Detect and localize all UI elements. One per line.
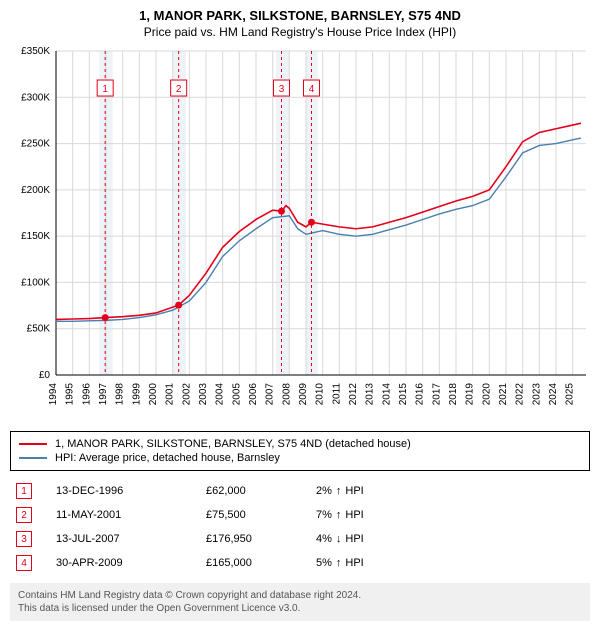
svg-text:1998: 1998 [115, 383, 126, 406]
svg-text:2009: 2009 [298, 383, 309, 406]
svg-text:1994: 1994 [48, 383, 59, 406]
svg-text:2012: 2012 [348, 383, 359, 406]
marker-table-row: 2 11-MAY-2001£75,5007%↑HPI [10, 503, 590, 527]
footer-line1: Contains HM Land Registry data © Crown c… [18, 589, 582, 602]
legend-swatch [19, 457, 47, 459]
svg-text:2006: 2006 [248, 383, 259, 406]
legend-label: HPI: Average price, detached house, Barn… [55, 452, 280, 464]
svg-text:£200K: £200K [21, 185, 50, 196]
marker-number-box: 2 [16, 507, 32, 523]
svg-text:1996: 1996 [81, 383, 92, 406]
marker-table: 1 13-DEC-1996£62,0002%↑HPI 2 11-MAY-2001£75… [10, 479, 590, 575]
marker-price: £165,000 [206, 557, 316, 569]
svg-text:3: 3 [279, 84, 285, 95]
marker-number-box: 1 [16, 483, 32, 499]
svg-text:2018: 2018 [448, 383, 459, 406]
chart-area: £0 £50K £100K £150K £200K £250K £300K £350K 1994… [10, 45, 590, 425]
svg-text:2024: 2024 [548, 383, 559, 406]
svg-text:£100K: £100K [21, 277, 50, 288]
arrow-up-icon: ↑ [336, 509, 342, 521]
svg-text:2013: 2013 [365, 383, 376, 406]
svg-text:2003: 2003 [198, 383, 209, 406]
chart-container: 1, MANOR PARK, SILKSTONE, BARNSLEY, S75 … [0, 0, 600, 629]
svg-text:2015: 2015 [398, 383, 409, 406]
title-block: 1, MANOR PARK, SILKSTONE, BARNSLEY, S75 … [10, 8, 590, 39]
svg-text:2008: 2008 [281, 383, 292, 406]
marker-date: 13-JUL-2007 [56, 533, 206, 545]
svg-text:1999: 1999 [131, 383, 142, 406]
svg-text:1: 1 [102, 84, 108, 95]
marker-table-row: 1 13-DEC-1996£62,0002%↑HPI [10, 479, 590, 503]
svg-text:£350K: £350K [21, 46, 50, 57]
marker-date: 30-APR-2009 [56, 557, 206, 569]
marker-price: £176,950 [206, 533, 316, 545]
marker-pct: 4%↓HPI [316, 533, 406, 545]
marker-table-row: 4 30-APR-2009£165,0005%↑HPI [10, 551, 590, 575]
marker-date: 13-DEC-1996 [56, 485, 206, 497]
svg-text:£250K: £250K [21, 139, 50, 150]
svg-text:£150K: £150K [21, 231, 50, 242]
svg-text:2011: 2011 [331, 383, 342, 405]
svg-text:2017: 2017 [431, 383, 442, 406]
svg-text:2007: 2007 [265, 383, 276, 406]
footer-attribution: Contains HM Land Registry data © Crown c… [10, 583, 590, 621]
svg-text:1997: 1997 [98, 383, 109, 406]
legend-swatch [19, 443, 47, 445]
svg-text:2000: 2000 [148, 383, 159, 406]
legend-label: 1, MANOR PARK, SILKSTONE, BARNSLEY, S75 … [55, 438, 411, 450]
svg-text:2005: 2005 [231, 383, 242, 406]
svg-text:2019: 2019 [465, 383, 476, 406]
marker-date: 11-MAY-2001 [56, 509, 206, 521]
marker-pct: 7%↑HPI [316, 509, 406, 521]
svg-text:2021: 2021 [498, 383, 509, 406]
svg-text:2023: 2023 [531, 383, 542, 406]
legend-item: 1, MANOR PARK, SILKSTONE, BARNSLEY, S75 … [19, 438, 581, 450]
svg-text:2004: 2004 [215, 383, 226, 406]
svg-text:2010: 2010 [315, 383, 326, 406]
marker-number-box: 3 [16, 531, 32, 547]
svg-text:4: 4 [309, 84, 315, 95]
svg-text:£0: £0 [39, 370, 51, 381]
marker-price: £62,000 [206, 485, 316, 497]
marker-table-row: 3 13-JUL-2007£176,9504%↓HPI [10, 527, 590, 551]
line-chart-svg: £0 £50K £100K £150K £200K £250K £300K £350K 1994… [10, 45, 590, 425]
svg-text:1995: 1995 [65, 383, 76, 406]
legend-item: HPI: Average price, detached house, Barn… [19, 452, 581, 464]
marker-number-box: 4 [16, 555, 32, 571]
svg-text:£50K: £50K [27, 324, 51, 335]
svg-text:2022: 2022 [515, 383, 526, 406]
arrow-down-icon: ↓ [336, 533, 342, 545]
arrow-up-icon: ↑ [336, 557, 342, 569]
footer-line2: This data is licensed under the Open Gov… [18, 602, 582, 615]
svg-text:2002: 2002 [181, 383, 192, 406]
marker-price: £75,500 [206, 509, 316, 521]
svg-text:2016: 2016 [415, 383, 426, 406]
chart-title: 1, MANOR PARK, SILKSTONE, BARNSLEY, S75 … [10, 8, 590, 23]
marker-pct: 2%↑HPI [316, 485, 406, 497]
svg-text:2014: 2014 [381, 383, 392, 406]
chart-subtitle: Price paid vs. HM Land Registry's House … [10, 25, 590, 39]
marker-pct: 5%↑HPI [316, 557, 406, 569]
svg-text:2025: 2025 [565, 383, 576, 406]
svg-text:2: 2 [176, 84, 182, 95]
svg-text:2020: 2020 [481, 383, 492, 406]
svg-text:£300K: £300K [21, 92, 50, 103]
legend: 1, MANOR PARK, SILKSTONE, BARNSLEY, S75 … [10, 431, 590, 471]
svg-text:2001: 2001 [165, 383, 176, 406]
arrow-up-icon: ↑ [336, 485, 342, 497]
